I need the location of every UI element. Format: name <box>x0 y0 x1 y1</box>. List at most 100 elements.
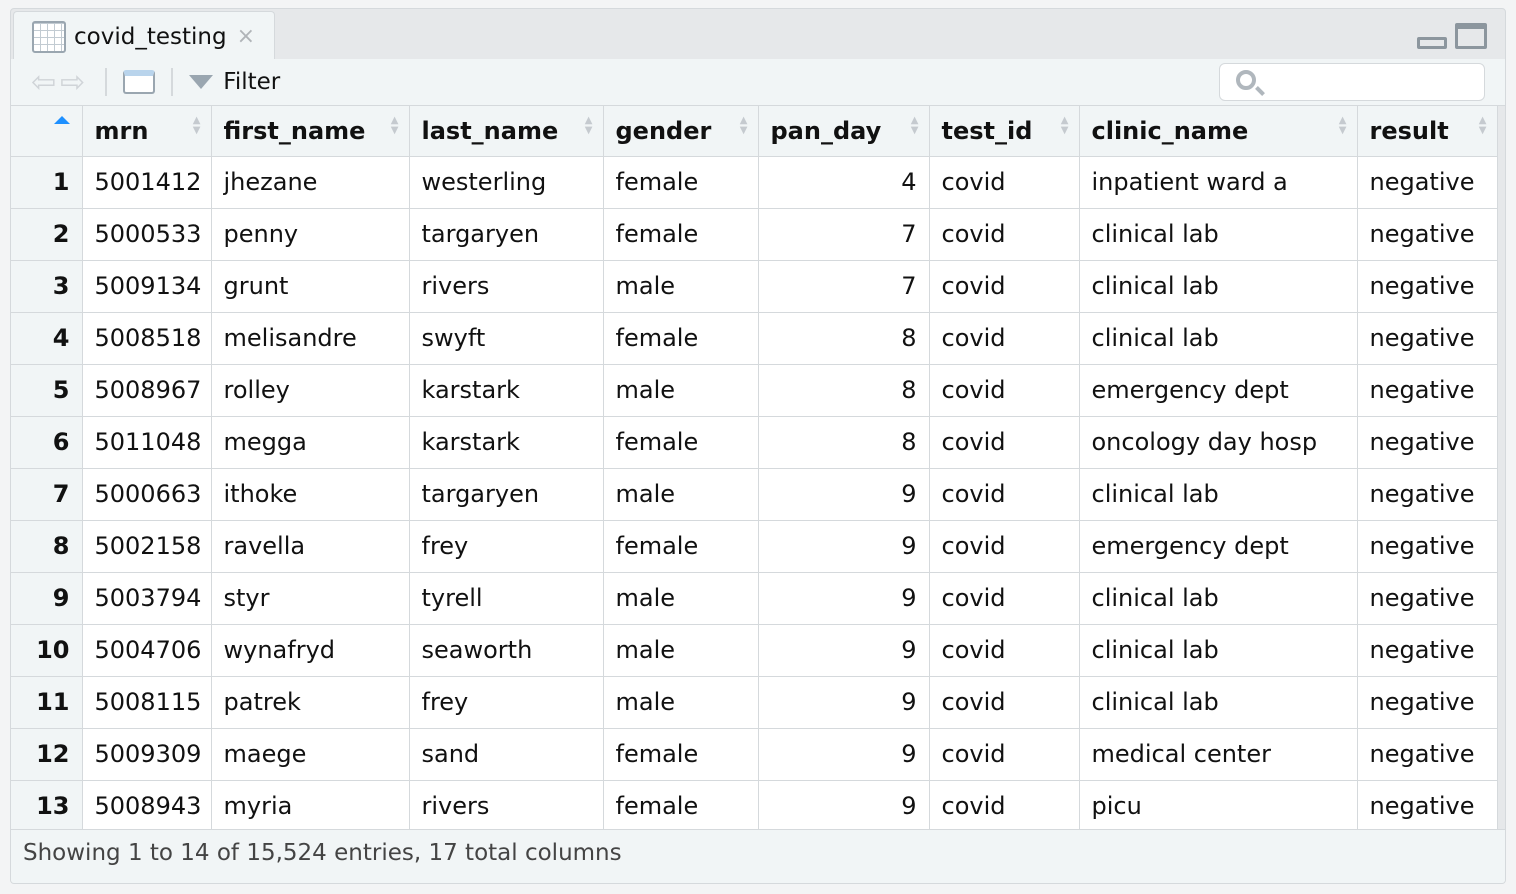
cell-test_id: covid <box>929 364 1080 417</box>
sort-toggle-icon[interactable]: ▲ ▼ <box>192 115 201 136</box>
search-icon <box>1236 70 1256 90</box>
cell-first_name: maege <box>211 728 410 781</box>
sort-toggle-icon[interactable]: ▲ ▼ <box>1060 115 1069 136</box>
cell-pan_day: 9 <box>758 676 930 729</box>
table-row: 7 5000663 ithoke targaryen male 9 covid clinica… <box>11 468 1498 521</box>
cell-gender: female <box>603 728 759 781</box>
cell-first_name: rolley <box>211 364 410 417</box>
table-row: 1 5001412 jhezane westerling female 4 covid inp… <box>11 156 1498 209</box>
sort-toggle-icon[interactable]: ▲ ▼ <box>910 115 919 136</box>
tab-covid-testing[interactable]: covid_testing × <box>13 11 275 61</box>
cell-last_name: sand <box>409 728 604 781</box>
cell-pan_day: 9 <box>758 468 930 521</box>
sort-toggle-icon[interactable]: ▲ ▼ <box>584 115 593 136</box>
cell-last_name: tyrell <box>409 572 604 625</box>
table-row: 10 5004706 wynafryd seaworth male 9 covid clini… <box>11 624 1498 677</box>
cell-gender: male <box>603 676 759 729</box>
cell-last_name: frey <box>409 520 604 573</box>
cell-mrn: 5002158 <box>82 520 212 573</box>
row-number: 5 <box>11 364 83 417</box>
cell-pan_day: 9 <box>758 624 930 677</box>
cell-pan_day: 7 <box>758 208 930 261</box>
cell-pan_day: 9 <box>758 572 930 625</box>
cell-result: negative <box>1357 468 1498 521</box>
minimize-pane-icon[interactable] <box>1417 37 1447 49</box>
cell-test_id: covid <box>929 572 1080 625</box>
cell-result: negative <box>1357 156 1498 209</box>
cell-result: negative <box>1357 364 1498 417</box>
sort-ascending-icon <box>53 116 70 124</box>
cell-mrn: 5000533 <box>82 208 212 261</box>
column-header-first_name[interactable]: first_name ▲ ▼ <box>211 106 410 157</box>
table-row: 8 5002158 ravella frey female 9 covid emergency… <box>11 520 1498 573</box>
toolbar: ⇦ ⇨ Filter <box>11 59 1505 106</box>
cell-first_name: ravella <box>211 520 410 573</box>
maximize-pane-icon[interactable] <box>1455 23 1487 49</box>
forward-arrow-icon[interactable]: ⇨ <box>60 64 86 100</box>
row-number: 7 <box>11 468 83 521</box>
cell-gender: male <box>603 572 759 625</box>
sort-toggle-icon[interactable]: ▲ ▼ <box>390 115 399 136</box>
column-header-last_name[interactable]: last_name ▲ ▼ <box>409 106 604 157</box>
row-number: 10 <box>11 624 83 677</box>
column-header-mrn[interactable]: mrn ▲ ▼ <box>82 106 212 157</box>
cell-mrn: 5001412 <box>82 156 212 209</box>
cell-pan_day: 8 <box>758 364 930 417</box>
cell-result: negative <box>1357 312 1498 365</box>
sort-toggle-icon[interactable]: ▲ ▼ <box>739 115 748 136</box>
cell-pan_day: 8 <box>758 416 930 469</box>
cell-pan_day: 7 <box>758 260 930 313</box>
cell-pan_day: 9 <box>758 780 930 833</box>
cell-test_id: covid <box>929 624 1080 677</box>
cell-test_id: covid <box>929 208 1080 261</box>
cell-pan_day: 9 <box>758 520 930 573</box>
column-header-test_id[interactable]: test_id ▲ ▼ <box>929 106 1080 157</box>
cell-test_id: covid <box>929 520 1080 573</box>
column-header-gender[interactable]: gender ▲ ▼ <box>603 106 759 157</box>
cell-last_name: seaworth <box>409 624 604 677</box>
cell-clinic_name: emergency dept <box>1079 364 1358 417</box>
cell-test_id: covid <box>929 780 1080 833</box>
table-row: 5 5008967 rolley karstark male 8 covid emergenc… <box>11 364 1498 417</box>
table-row: 12 5009309 maege sand female 9 covid medical ce… <box>11 728 1498 781</box>
table-row: 4 5008518 melisandre swyft female 8 covid clini… <box>11 312 1498 365</box>
cell-gender: female <box>603 416 759 469</box>
cell-last_name: westerling <box>409 156 604 209</box>
cell-result: negative <box>1357 208 1498 261</box>
cell-first_name: melisandre <box>211 312 410 365</box>
cell-mrn: 5008518 <box>82 312 212 365</box>
cell-pan_day: 4 <box>758 156 930 209</box>
column-header-pan_day[interactable]: pan_day ▲ ▼ <box>758 106 930 157</box>
status-footer: Showing 1 to 14 of 15,524 entries, 17 to… <box>11 829 1505 883</box>
close-tab-icon[interactable]: × <box>236 24 255 49</box>
cell-result: negative <box>1357 572 1498 625</box>
cell-clinic_name: clinical lab <box>1079 312 1358 365</box>
back-arrow-icon[interactable]: ⇦ <box>31 64 57 100</box>
cell-clinic_name: medical center <box>1079 728 1358 781</box>
column-header-clinic_name[interactable]: clinic_name ▲ ▼ <box>1079 106 1358 157</box>
data-table: mrn ▲ ▼ first_name ▲ ▼ last_name ▲ ▼ gender ▲ ▼ pan_… <box>11 106 1498 833</box>
cell-result: negative <box>1357 260 1498 313</box>
popout-window-icon[interactable] <box>123 70 156 94</box>
cell-first_name: styr <box>211 572 410 625</box>
search-input[interactable] <box>1270 68 1470 96</box>
cell-gender: male <box>603 624 759 677</box>
cell-gender: female <box>603 208 759 261</box>
cell-first_name: megga <box>211 416 410 469</box>
cell-result: negative <box>1357 676 1498 729</box>
cell-first_name: penny <box>211 208 410 261</box>
column-header-row-index[interactable] <box>11 106 83 157</box>
column-header-result[interactable]: result ▲ ▼ <box>1357 106 1498 157</box>
cell-mrn: 5011048 <box>82 416 212 469</box>
table-row: 2 5000533 penny targaryen female 7 covid clinic… <box>11 208 1498 261</box>
cell-result: negative <box>1357 728 1498 781</box>
cell-mrn: 5008943 <box>82 780 212 833</box>
search-box[interactable] <box>1219 63 1485 101</box>
cell-mrn: 5000663 <box>82 468 212 521</box>
row-number: 12 <box>11 728 83 781</box>
row-number: 8 <box>11 520 83 573</box>
filter-button[interactable]: Filter <box>189 69 280 95</box>
cell-clinic_name: clinical lab <box>1079 624 1358 677</box>
sort-toggle-icon[interactable]: ▲ ▼ <box>1478 115 1487 136</box>
sort-toggle-icon[interactable]: ▲ ▼ <box>1338 115 1347 136</box>
